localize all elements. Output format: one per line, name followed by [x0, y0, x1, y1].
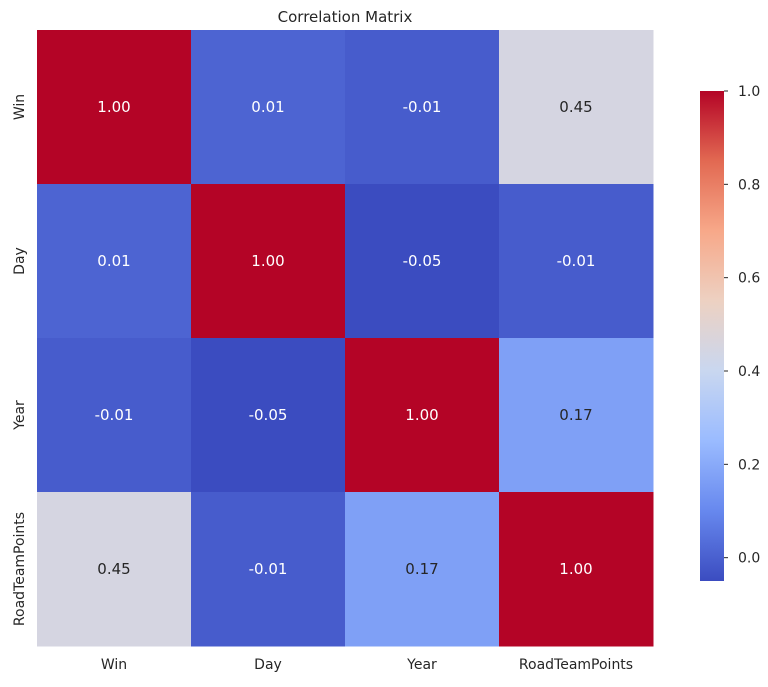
colorbar-tick-label: 1.0 — [738, 84, 760, 100]
colorbar-tick-label: 0.0 — [738, 551, 760, 567]
cell-value-label: 1.00 — [97, 98, 130, 116]
y-tick-label: Year — [12, 400, 28, 431]
heatmap-cell-3-1 — [191, 492, 346, 647]
colorbar-tick-label: 0.8 — [738, 177, 760, 193]
y-tick-label: RoadTeamPoints — [12, 512, 28, 626]
heatmap-cell-0-0 — [37, 30, 192, 185]
colorbar-tick-label: 0.2 — [738, 457, 760, 473]
cell-value-label: -0.01 — [403, 98, 442, 116]
heatmap-cell-3-3 — [499, 492, 654, 647]
cell-value-label: 0.01 — [97, 252, 130, 270]
y-tick-label: Day — [12, 247, 28, 275]
heatmap-cell-2-2 — [345, 338, 500, 493]
cell-value-label: -0.01 — [249, 560, 288, 578]
cell-value-label: -0.05 — [403, 252, 442, 270]
cell-value-label: -0.05 — [249, 406, 288, 424]
x-tick-labels: Win Day Year RoadTeamPoints — [101, 657, 633, 673]
cell-value-label: 1.00 — [405, 406, 438, 424]
x-tick-label: Win — [101, 657, 127, 673]
heatmap-cell-0-1 — [191, 30, 346, 185]
heatmap-cell-1-2 — [345, 184, 500, 339]
heatmap-cell-1-0 — [37, 184, 192, 339]
heatmap-cells — [37, 30, 654, 647]
x-tick-label: Year — [406, 657, 437, 673]
heatmap-cell-2-0 — [37, 338, 192, 493]
heatmap-cell-labels: 1.00 0.01 -0.01 0.45 0.01 1.00 -0.05 -0.01 -0.01… — [95, 98, 596, 578]
cell-value-label: 1.00 — [559, 560, 592, 578]
cell-value-label: 1.00 — [251, 252, 284, 270]
cell-value-label: 0.45 — [97, 560, 130, 578]
heatmap-cell-3-2 — [345, 492, 500, 647]
colorbar: 0.0 0.2 0.4 0.6 0.8 1.0 — [700, 84, 760, 581]
heatmap-cell-0-3 — [499, 30, 654, 185]
heatmap-cell-1-3 — [499, 184, 654, 339]
heatmap-cell-1-1 — [191, 184, 346, 339]
y-tick-label: Win — [12, 94, 28, 120]
cell-value-label: -0.01 — [557, 252, 596, 270]
heatmap-cell-2-1 — [191, 338, 346, 493]
y-tick-labels: Win Day Year RoadTeamPoints — [12, 94, 28, 626]
colorbar-gradient — [700, 91, 724, 581]
colorbar-tick-label: 0.4 — [738, 364, 760, 380]
cell-value-label: 0.17 — [405, 560, 438, 578]
x-tick-label: RoadTeamPoints — [519, 657, 633, 673]
heatmap-cell-2-3 — [499, 338, 654, 493]
x-tick-label: Day — [254, 657, 282, 673]
chart-title: Correlation Matrix — [278, 8, 413, 26]
cell-value-label: -0.01 — [95, 406, 134, 424]
cell-value-label: 0.17 — [559, 406, 592, 424]
cell-value-label: 0.45 — [559, 98, 592, 116]
cell-value-label: 0.01 — [251, 98, 284, 116]
heatmap-cell-0-2 — [345, 30, 500, 185]
colorbar-tick-label: 0.6 — [738, 271, 760, 287]
heatmap-cell-3-0 — [37, 492, 192, 647]
